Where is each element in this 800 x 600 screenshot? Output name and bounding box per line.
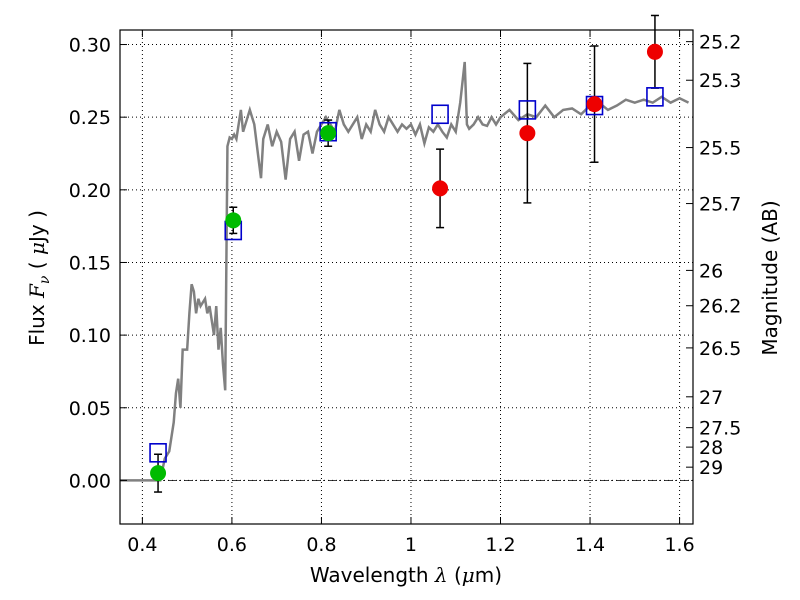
y2-tick-label: 25.2 — [699, 32, 741, 54]
data-point — [646, 43, 663, 60]
data-point — [320, 125, 337, 142]
model-photometry-point — [518, 100, 537, 120]
y2-tick-label: 26.2 — [699, 296, 741, 318]
model-photometry-point — [149, 443, 167, 463]
x-tick-label: 1.4 — [575, 534, 605, 556]
x-tick-label: 1 — [405, 534, 417, 556]
x-tick-label: 0.4 — [127, 534, 157, 556]
observed-photometry-points — [150, 43, 663, 482]
y2-tick-label: 27.5 — [699, 418, 741, 440]
data-point — [432, 180, 449, 197]
y-tick-label: 0.30 — [69, 35, 111, 57]
y-tick-label: 0.25 — [69, 107, 111, 129]
y-tick-label: 0.05 — [69, 398, 111, 420]
y-tick-label: 0.15 — [69, 252, 111, 274]
y2-tick-label: 25.5 — [699, 138, 741, 160]
y2-tick-label: 25.3 — [699, 70, 741, 92]
grid-lines — [120, 30, 693, 524]
data-point — [519, 125, 536, 142]
x-axis-ticks: 0.4 0.6 0.8 1 1.2 1.4 1.6 — [127, 30, 695, 556]
y2-axis-label: Magnitude (AB) — [758, 200, 782, 355]
y2-tick-label: 26 — [699, 260, 723, 282]
data-point — [225, 212, 242, 229]
error-bars — [154, 14, 659, 493]
model-photometry-point — [431, 104, 449, 125]
plot-frame — [119, 29, 694, 525]
data-point — [586, 96, 603, 113]
y-axis-label: Flux Fν ( μJy ) — [25, 210, 53, 346]
y2-tick-label: 25.7 — [699, 194, 741, 216]
y2-tick-label: 29 — [699, 457, 723, 479]
model-sed-line — [120, 61, 690, 482]
x-axis-label: Wavelength λ (μm) — [310, 563, 502, 587]
x-tick-label: 1.2 — [485, 534, 515, 556]
x-tick-label: 1.6 — [664, 534, 694, 556]
x-tick-label: 0.6 — [217, 534, 247, 556]
y-tick-label: 0.20 — [69, 180, 111, 202]
data-point — [150, 465, 167, 482]
y-axis-ticks: 0.00 0.05 0.10 0.15 0.20 0.25 0.30 — [69, 35, 127, 492]
y-tick-label: 0.10 — [69, 325, 111, 347]
x-tick-label: 0.8 — [306, 534, 336, 556]
model-photometry-point — [646, 87, 664, 107]
y-tick-label: 0.00 — [69, 470, 111, 492]
y2-tick-label: 27 — [699, 387, 723, 409]
y2-tick-label: 28 — [699, 437, 723, 459]
y2-tick-label: 26.5 — [699, 338, 741, 360]
